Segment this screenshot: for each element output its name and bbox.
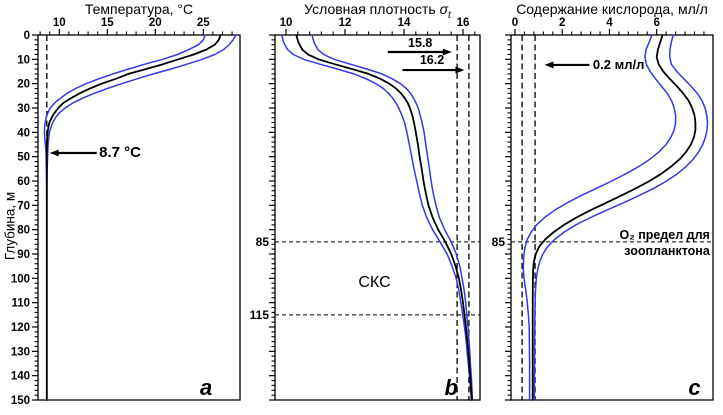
depth-tick-label: 0 [24,30,30,42]
x-tick-label: 12 [339,17,352,29]
depth-tick-label: 20 [17,79,30,91]
c-lower-curve [522,34,677,401]
x-tick-label: 20 [149,17,162,29]
x-tick-label: 6 [653,17,659,29]
a-mean-curve [45,34,222,401]
depth-tick-label: 150 [11,395,30,407]
depth-85-label: 85 [492,235,506,249]
panel-letter-c: c [688,375,700,400]
annotation-text: 15.8 [408,36,432,50]
x-tick-label: 2 [559,17,565,29]
depth-tick-label: 10 [17,54,30,66]
a-lower-curve [43,34,206,401]
panel-b-title: Условная плотность σt [275,1,480,21]
a-upper-curve [46,34,237,401]
x-tick-label: 25 [197,17,210,29]
sigma-subscript: t [448,9,451,21]
depth-85-label: 85 [256,235,270,249]
annotation-text: 8.7 °C [99,144,141,161]
annotation-text: O₂ предел для [619,228,709,242]
annotation-arrow-head [544,61,554,69]
depth-tick-label: 140 [11,371,30,383]
x-tick-label: 10 [53,17,66,29]
depth-tick-label: 80 [17,225,30,237]
annotation-arrow-head [49,149,59,157]
depth-tick-label: 90 [17,249,30,261]
depth-tick-label: 30 [17,103,30,115]
x-tick-label: 15 [101,17,114,29]
x-tick-label: 0 [512,17,518,29]
depth-tick-label: 120 [11,322,30,334]
annotation-text: зоопланктона [624,244,711,258]
b-mean-curve [295,34,473,401]
panel-a-title: Температура, °C [84,1,194,17]
panel-b-title-text: Условная плотность [304,1,436,17]
panel-letter-b: b [444,375,457,400]
x-tick-label: 4 [606,17,613,29]
c-mean-curve [531,34,697,401]
depth-tick-label: 100 [11,273,30,285]
annotation-text: 0.2 мл/л [593,57,644,72]
depth-tick-label: 50 [17,152,30,164]
annotation-arrow-head [442,48,452,56]
x-tick-label: 10 [280,17,293,29]
panel-letter-a: a [200,375,212,400]
depth-tick-label: 130 [11,346,30,358]
annotation-text: СКС [358,274,390,291]
annotation-text: 16.2 [420,53,444,67]
panel-c-border [510,34,714,401]
b-lower-curve [280,34,473,401]
x-tick-label: 16 [457,17,470,29]
depth-tick-label: 40 [17,127,30,139]
x-tick-label: 14 [398,17,411,29]
b-upper-curve [311,34,474,401]
panel-b-border [274,34,481,401]
depth-115-label: 115 [250,308,270,322]
c-upper-curve [533,34,709,401]
panel-c-title: Содержание кислорода, мл/л [516,1,708,17]
depth-tick-label: 110 [11,298,30,310]
depth-tick-label: 70 [17,200,30,212]
depth-tick-label: 60 [17,176,30,188]
annotation-arrow-head [455,66,465,74]
panel-a-border [37,34,241,401]
sigma-symbol: σ [439,1,449,17]
